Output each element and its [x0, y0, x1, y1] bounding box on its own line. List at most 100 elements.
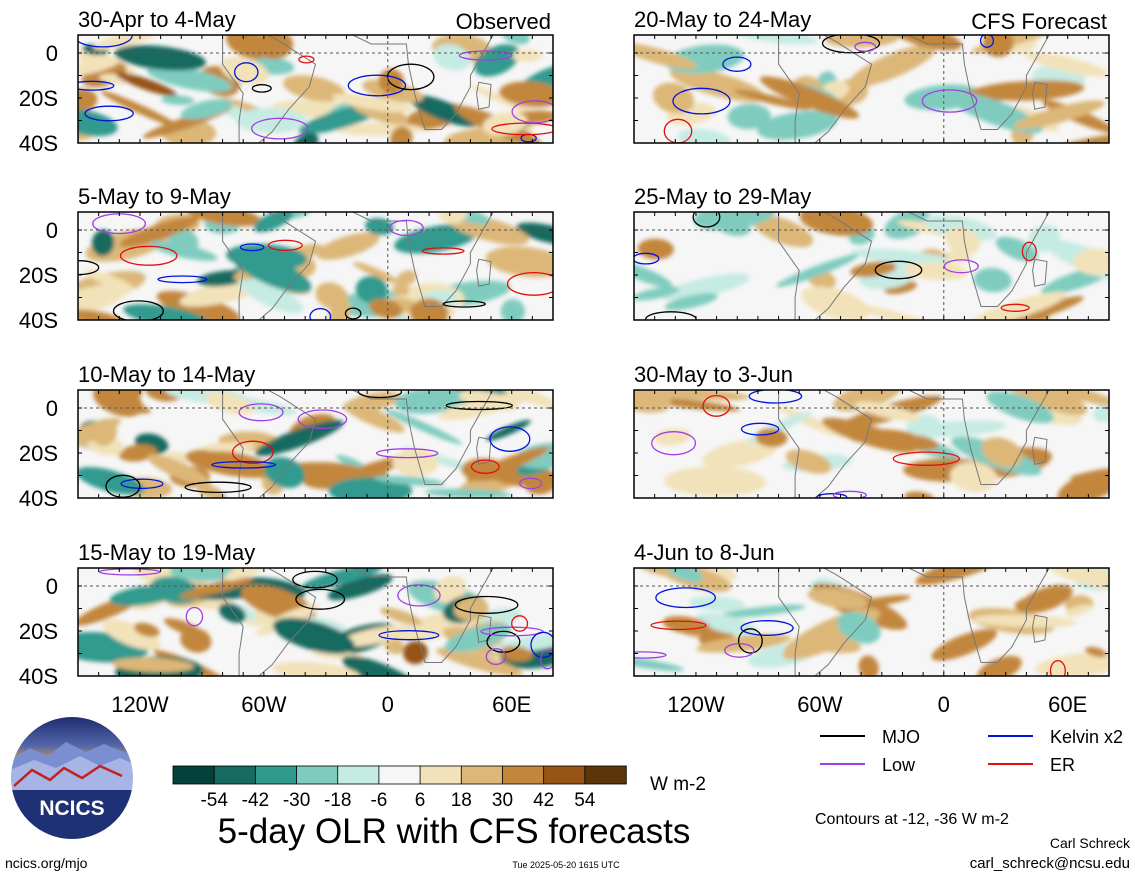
olr-anomaly-blob — [396, 270, 417, 286]
mjo-contour — [874, 260, 923, 280]
low-contour — [375, 448, 439, 459]
olr-anomaly-blob — [858, 655, 879, 676]
olr-anomaly-blob — [931, 629, 998, 661]
kelvin-contour — [234, 62, 259, 83]
olr-anomaly-blob — [1093, 401, 1109, 423]
olr-panel: 25-May to 29-May — [633, 184, 1110, 321]
olr-anomaly-blob — [759, 76, 859, 119]
low-contour — [943, 259, 979, 274]
olr-anomaly-blob — [500, 298, 525, 320]
olr-anomaly-blob — [849, 44, 937, 88]
olr-anomaly-blob — [945, 227, 981, 255]
olr-anomaly-blob — [102, 619, 161, 651]
low-contour — [651, 431, 697, 456]
panel-frame — [633, 389, 1110, 499]
olr-anomaly-blob — [757, 110, 838, 140]
africa-outline — [908, 568, 1050, 663]
mjo-contour — [112, 300, 164, 320]
south-america-outline — [778, 568, 873, 676]
er-contour — [702, 394, 731, 417]
low-contour — [388, 219, 424, 237]
timestamp: Tue 2025-05-20 1615 UTC — [512, 860, 620, 870]
south-america-outline — [222, 35, 317, 143]
colorbar-tick-label: -54 — [200, 790, 228, 811]
olr-anomaly-blob — [855, 401, 920, 422]
colorbar-swatch — [254, 765, 298, 785]
olr-anomaly-blob — [200, 442, 256, 452]
colorbar-tick-label: 54 — [574, 790, 596, 811]
olr-anomaly-blob — [1025, 52, 1109, 77]
olr-anomaly-blob — [634, 261, 673, 288]
olr-anomaly-blob — [833, 390, 903, 412]
olr-anomaly-blob — [78, 283, 128, 319]
kelvin-contour — [672, 87, 731, 115]
olr-anomaly-blob — [114, 45, 206, 71]
low-contour — [397, 584, 441, 607]
er-contour — [470, 459, 500, 474]
mjo-contour — [454, 595, 519, 614]
olr-anomaly-blob — [689, 596, 746, 612]
olr-anomaly-blob — [337, 624, 416, 647]
panel-date-label: 20-May to 24-May — [634, 7, 811, 32]
y-tick-label: 20S — [19, 619, 58, 644]
mjo-contour — [357, 390, 403, 399]
low-contour — [634, 651, 667, 659]
legend: MJO Kelvin x2 Low ER — [820, 727, 1123, 775]
er-contour — [1021, 241, 1037, 262]
olr-panel: 20-May to 24-May CFS Forecast — [633, 7, 1110, 144]
madagascar-outline — [1032, 614, 1048, 643]
kelvin-contour — [748, 390, 803, 404]
low-contour — [832, 490, 867, 498]
olr-anomaly-blob — [785, 449, 832, 474]
south-america-outline — [222, 390, 317, 498]
kelvin-contour — [655, 587, 716, 609]
olr-anomaly-blob — [236, 107, 307, 134]
er-contour — [511, 615, 529, 632]
olr-anomaly-blob — [332, 93, 413, 113]
mjo-contour — [442, 300, 486, 308]
olr-anomaly-blob — [272, 661, 360, 676]
olr-anomaly-blob — [499, 646, 533, 662]
olr-anomaly-blob — [394, 390, 466, 414]
site-link[interactable]: ncics.org/mjo — [5, 855, 88, 871]
olr-anomaly-blob — [163, 618, 205, 638]
olr-anomaly-blob — [78, 88, 98, 115]
olr-anomaly-blob — [995, 236, 1038, 262]
olr-anomaly-blob — [755, 428, 788, 448]
olr-anomaly-blob — [439, 212, 468, 224]
kelvin-contour — [78, 80, 115, 91]
olr-anomaly-blob — [634, 286, 680, 301]
kelvin-contour — [239, 243, 265, 252]
colorbar-swatch — [543, 765, 586, 785]
colorbar-tick-label: 30 — [492, 790, 513, 811]
colorbar-tick-label: -30 — [283, 790, 310, 811]
olr-anomaly-blob — [384, 638, 405, 655]
er-contour — [892, 451, 960, 466]
olr-anomaly-blob — [179, 577, 253, 599]
y-tick-label: 20S — [19, 86, 58, 111]
olr-anomaly-blob — [84, 269, 135, 292]
kelvin-contour — [378, 630, 440, 641]
x-tick-label: 0 — [938, 692, 950, 717]
olr-anomaly-blob — [161, 95, 195, 106]
author-email[interactable]: carl_schreck@ncsu.edu — [970, 855, 1130, 872]
olr-anomaly-blob — [910, 420, 1007, 437]
colorbar-swatch — [296, 765, 339, 785]
olr-anomaly-blob — [499, 81, 553, 108]
south-america-outline — [222, 568, 317, 676]
low-contour — [854, 41, 877, 52]
south-america-outline — [778, 390, 873, 498]
olr-anomaly-blob — [727, 103, 771, 130]
olr-anomaly-blob — [801, 286, 870, 320]
olr-anomaly-blob — [968, 291, 1067, 320]
x-tick-label: 60W — [797, 692, 842, 717]
panel-frame — [633, 211, 1110, 321]
olr-anomaly-blob — [807, 587, 868, 610]
mjo-contour — [184, 481, 252, 494]
olr-anomaly-blob — [185, 449, 276, 478]
olr-anomaly-blob — [115, 72, 178, 97]
low-contour — [458, 50, 513, 61]
olr-anomaly-blob — [108, 390, 143, 406]
olr-anomaly-blob — [224, 568, 278, 581]
panel-frame — [77, 389, 554, 499]
